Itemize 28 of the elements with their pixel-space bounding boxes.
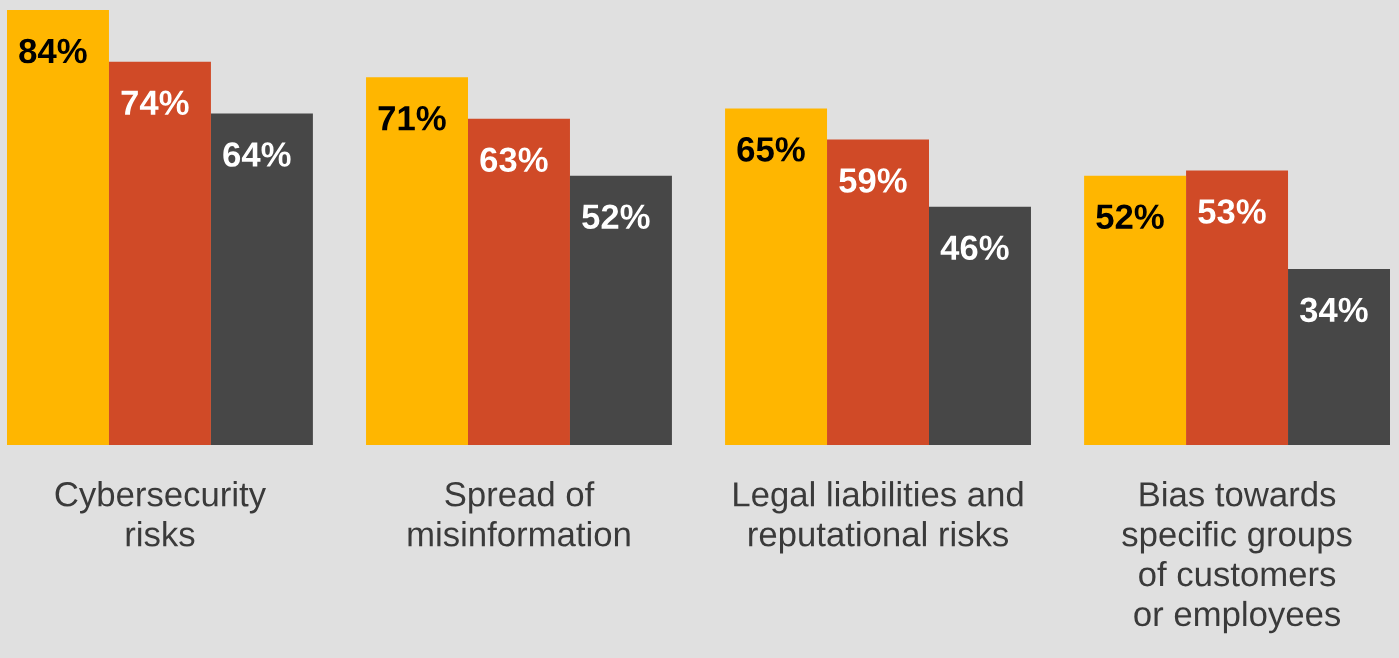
data-label: 71% bbox=[378, 106, 446, 131]
x-tick-label: Spread of misinformation bbox=[408, 481, 630, 547]
bar bbox=[1288, 268, 1390, 445]
data-label: 84% bbox=[19, 38, 87, 64]
bar bbox=[929, 206, 1031, 445]
bar bbox=[7, 10, 109, 445]
data-label: 52% bbox=[582, 204, 650, 229]
bar bbox=[210, 113, 313, 445]
data-label: 46% bbox=[940, 235, 1009, 261]
data-label: 34% bbox=[1299, 297, 1368, 323]
bar bbox=[1084, 175, 1187, 445]
bar bbox=[366, 77, 468, 445]
x-tick-label: Legal liabilities and reputational risks bbox=[734, 481, 1023, 554]
data-label: 53% bbox=[1198, 199, 1266, 224]
bar bbox=[468, 118, 570, 445]
data-label: 64% bbox=[223, 142, 291, 167]
bar bbox=[569, 175, 672, 445]
x-tick-label: Bias towards specific groups of customers or employees bbox=[1122, 481, 1352, 634]
data-label: 65% bbox=[737, 137, 805, 162]
data-label: 52% bbox=[1096, 204, 1164, 229]
bar bbox=[108, 61, 211, 445]
bar bbox=[827, 139, 929, 445]
x-tick-label: Cybersecurity risks bbox=[55, 481, 267, 547]
data-label: 74% bbox=[121, 90, 189, 115]
bar bbox=[725, 108, 828, 445]
data-label: 59% bbox=[839, 168, 907, 193]
data-label: 63% bbox=[480, 147, 548, 173]
bar bbox=[1186, 170, 1289, 445]
